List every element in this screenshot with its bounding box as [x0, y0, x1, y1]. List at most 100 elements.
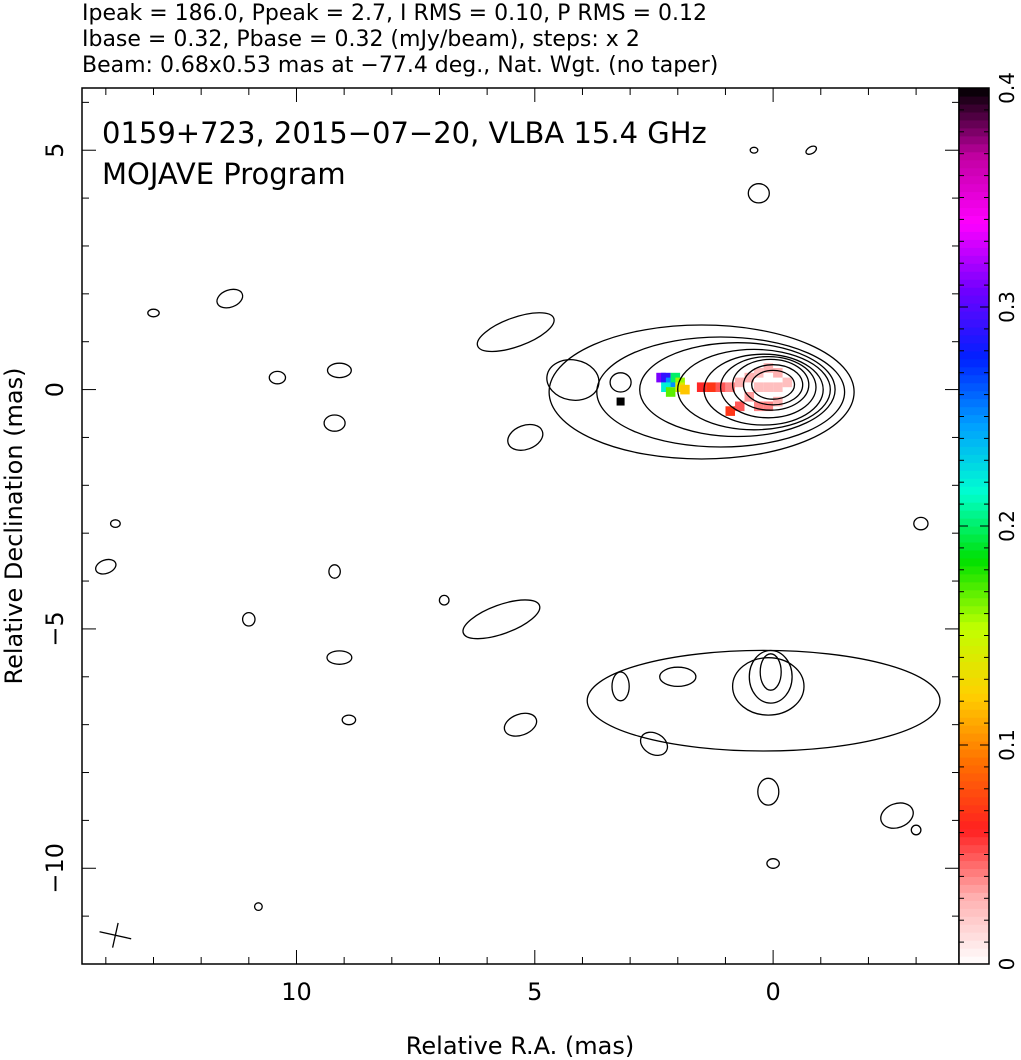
colorbar-band: [959, 717, 989, 726]
colorbar-band: [959, 693, 989, 702]
colorbar-tick-label: 0.4: [995, 72, 1019, 104]
colorbar-band: [959, 143, 989, 153]
colorbar-band: [959, 422, 989, 432]
polarization-pixel: [725, 382, 735, 392]
intensity-contour: [462, 599, 541, 640]
colorbar-tick-labels: 0 0.1 0.2 0.3 0.4: [995, 72, 1019, 970]
polarization-pixel: [661, 372, 671, 383]
marker-layer: [99, 397, 625, 948]
colorbar-band: [959, 199, 989, 209]
x-tick-labels: 10 5 0: [281, 978, 781, 1006]
colorbar-band: [959, 510, 989, 519]
colorbar-band: [959, 924, 989, 933]
colorbar-band: [959, 303, 989, 312]
colorbar-band: [959, 119, 989, 129]
colorbar-band: [959, 940, 989, 949]
colorbar-band: [959, 255, 989, 264]
intensity-contour: [751, 369, 796, 400]
colorbar-band: [959, 462, 989, 471]
colorbar-band: [959, 88, 989, 97]
colorbar-band: [959, 414, 989, 424]
colorbar-ticks: [959, 87, 989, 965]
polarization-pixel: [665, 387, 676, 397]
colorbar-band: [959, 573, 989, 583]
colorbar-band: [959, 271, 989, 280]
colorbar-band: [959, 820, 989, 830]
colorbar-band: [959, 661, 989, 670]
colorbar-band: [959, 828, 989, 838]
colorbar-band: [959, 892, 989, 901]
intensity-contour: [503, 712, 538, 737]
polarization-pixel: [754, 368, 764, 378]
colorbar-band: [959, 247, 989, 256]
colorbar-band: [959, 725, 989, 734]
colorbar-tick-label: 0.2: [995, 510, 1019, 542]
colorbar-band: [959, 605, 989, 615]
colorbar-band: [959, 780, 989, 790]
colorbar-band: [959, 876, 989, 885]
colorbar-band: [959, 438, 989, 447]
colorbar-band: [959, 175, 989, 185]
colorbar-band: [959, 318, 989, 328]
polarization-pixel: [763, 382, 774, 392]
y-tick-label: −10: [41, 843, 69, 894]
intensity-contour: [759, 653, 782, 691]
colorbar-band: [959, 470, 989, 479]
colorbar-band: [959, 932, 989, 941]
colorbar-band: [959, 772, 989, 782]
colorbar-band: [959, 518, 989, 527]
colorbar-band: [959, 741, 989, 750]
colorbar-band: [959, 796, 989, 806]
colorbar-band: [959, 295, 989, 304]
intensity-contour: [910, 824, 922, 836]
polarization-pixel: [656, 372, 666, 383]
plot-area: 0159+723, 2015−07−20, VLBA 15.4 GHz MOJA…: [81, 87, 960, 965]
core-marker: [616, 397, 625, 406]
polarization-pixel: [773, 396, 783, 407]
colorbar-band: [959, 669, 989, 678]
intensity-contour: [747, 183, 770, 204]
colorbar-band: [959, 812, 989, 822]
colorbar-band: [959, 526, 989, 535]
colorbar-band: [959, 494, 989, 503]
colorbar-band: [959, 860, 989, 870]
colorbar-band: [959, 382, 989, 392]
colorbar-band: [959, 884, 989, 893]
colorbar-band: [959, 709, 989, 718]
colorbar-band: [959, 788, 989, 798]
colorbar-band: [959, 95, 989, 105]
colorbar-band: [959, 764, 989, 774]
intensity-contour: [241, 611, 256, 627]
colorbar-band: [959, 406, 989, 416]
intensity-contour: [677, 348, 831, 431]
colorbar-band: [959, 287, 989, 296]
header-line-3: Beam: 0.68x0.53 mas at −77.4 deg., Nat. …: [82, 53, 718, 78]
y-tick-label: 0: [41, 382, 69, 397]
colorbar-band: [959, 908, 989, 917]
intensity-contour: [438, 594, 450, 606]
intensity-contour: [766, 858, 780, 869]
intensity-contour: [109, 519, 121, 529]
colorbar-band: [959, 565, 989, 575]
colorbar-band: [959, 342, 989, 352]
intensity-contour: [880, 802, 914, 829]
intensity-contour: [548, 324, 855, 460]
intensity-contour: [476, 312, 555, 353]
colorbar-band: [959, 263, 989, 272]
colorbar-band: [959, 637, 989, 647]
intensity-contour: [913, 516, 929, 531]
colorbar-band: [959, 733, 989, 742]
intensity-contour: [216, 288, 244, 309]
polarization-pixel: [763, 401, 774, 412]
header-line-2: Ibase = 0.32, Pbase = 0.32 (mJy/beam), s…: [82, 27, 640, 52]
intensity-contour: [742, 364, 804, 406]
intensity-contour: [703, 353, 824, 426]
intensity-contour: [507, 423, 544, 451]
polarization-layer: [656, 363, 793, 416]
colorbar-band: [959, 127, 989, 137]
colorbar-band: [959, 613, 989, 623]
axis-ticks: [82, 88, 959, 964]
colorbar-band: [959, 852, 989, 862]
colorbar-band: [959, 916, 989, 925]
